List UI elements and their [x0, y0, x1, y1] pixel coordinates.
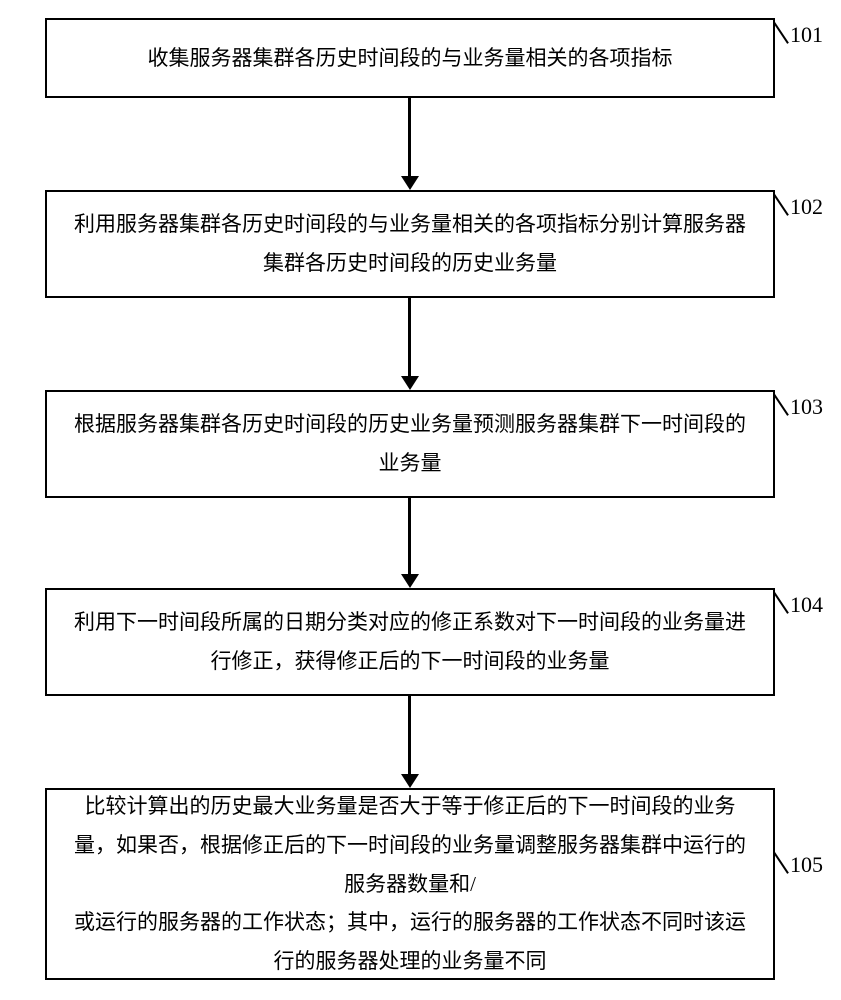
flow-node-text: 收集服务器集群各历史时间段的与业务量相关的各项指标: [148, 39, 673, 78]
flow-node-n4: 利用下一时间段所属的日期分类对应的修正系数对下一时间段的业务量进行修正，获得修正…: [45, 588, 775, 696]
flow-node-label: 104: [790, 592, 823, 618]
arrow-down-icon: [401, 774, 419, 788]
flow-arrow-line: [408, 98, 411, 176]
flow-node-text: 根据服务器集群各历史时间段的历史业务量预测服务器集群下一时间段的业务量: [69, 405, 751, 483]
flow-node-label: 102: [790, 194, 823, 220]
label-tick-line: [773, 394, 789, 416]
flow-arrow-line: [408, 696, 411, 774]
flow-arrow-line: [408, 298, 411, 376]
arrow-down-icon: [401, 176, 419, 190]
flow-node-text: 比较计算出的历史最大业务量是否大于等于修正后的下一时间段的业务量，如果否，根据修…: [69, 787, 751, 981]
flow-node-label: 101: [790, 22, 823, 48]
flow-node-n2: 利用服务器集群各历史时间段的与业务量相关的各项指标分别计算服务器集群各历史时间段…: [45, 190, 775, 298]
flow-node-text: 利用下一时间段所属的日期分类对应的修正系数对下一时间段的业务量进行修正，获得修正…: [69, 603, 751, 681]
label-tick-line: [773, 852, 789, 874]
label-tick-line: [773, 194, 789, 216]
flow-node-n3: 根据服务器集群各历史时间段的历史业务量预测服务器集群下一时间段的业务量: [45, 390, 775, 498]
flow-node-label: 103: [790, 394, 823, 420]
flowchart-container: 收集服务器集群各历史时间段的与业务量相关的各项指标 101 利用服务器集群各历史时间…: [0, 0, 841, 1000]
label-tick-line: [773, 22, 789, 44]
arrow-down-icon: [401, 376, 419, 390]
arrow-down-icon: [401, 574, 419, 588]
flow-node-n5: 比较计算出的历史最大业务量是否大于等于修正后的下一时间段的业务量，如果否，根据修…: [45, 788, 775, 980]
flow-arrow-line: [408, 498, 411, 574]
flow-node-text: 利用服务器集群各历史时间段的与业务量相关的各项指标分别计算服务器集群各历史时间段…: [69, 205, 751, 283]
label-tick-line: [773, 592, 789, 614]
flow-node-label: 105: [790, 852, 823, 878]
flow-node-n1: 收集服务器集群各历史时间段的与业务量相关的各项指标: [45, 18, 775, 98]
